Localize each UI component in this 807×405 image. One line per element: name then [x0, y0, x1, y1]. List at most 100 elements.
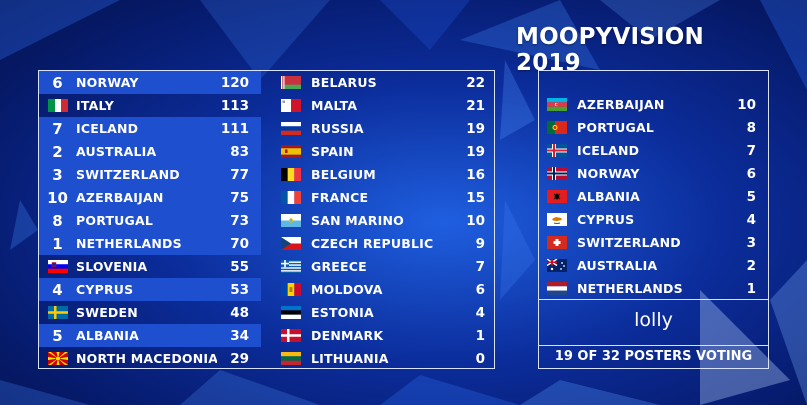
country-name: CZECH REPUBLIC [311, 236, 434, 251]
country-name: SPAIN [311, 144, 354, 159]
vote-points: 2 [746, 257, 756, 274]
scoreboard-row: SAN MARINO 10 [271, 209, 495, 232]
scoreboard-row: CZECH REPUBLIC 9 [271, 232, 495, 255]
country-name: SAN MARINO [311, 213, 404, 228]
scoreboard-row: BELGIUM 16 [271, 163, 495, 186]
vote-points: 5 [746, 188, 756, 205]
country-name: ALBANIA [76, 328, 140, 343]
flag-spain-icon [281, 145, 301, 158]
page-title: MOOPYVISION 2019 [516, 24, 704, 76]
country-score: 9 [475, 235, 485, 252]
vote-row: AZERBAIJAN 10 [539, 93, 768, 116]
rank-flag-cell [39, 306, 76, 319]
scoreboard-row: 10 AZERBAIJAN 75 [39, 186, 261, 209]
rank-number: 1 [52, 234, 63, 253]
country-score: 75 [230, 189, 249, 206]
vote-country: PORTUGAL [577, 120, 655, 135]
scoreboard-row: 1 NETHERLANDS 70 [39, 232, 261, 255]
country-name: MALTA [311, 98, 358, 113]
scoreboard-row: SWEDEN 48 [39, 301, 261, 324]
scoreboard-row: LITHUANIA 0 [271, 347, 495, 370]
votes-panel: AZERBAIJAN 10 PORTUGAL 8 ICELAND 7 NORWAY 6 ALBA… [538, 70, 769, 369]
scoreboard-right-column: BELARUS 22 MALTA 21 RUSSIA 19 SPAIN 19 BELGIUM 16… [271, 71, 495, 370]
country-name: BELGIUM [311, 167, 376, 182]
vote-row: AUSTRALIA 2 [539, 254, 768, 277]
country-score: 10 [466, 212, 485, 229]
vote-country: ICELAND [577, 143, 640, 158]
rank-flag-cell [39, 352, 76, 365]
rank-number: 8 [52, 211, 63, 230]
country-score: 48 [230, 304, 249, 321]
rank-number: 6 [52, 73, 63, 92]
vote-country: AUSTRALIA [577, 258, 658, 273]
rank-flag-cell [39, 99, 76, 112]
country-score: 1 [475, 327, 485, 344]
country-score: 111 [220, 120, 249, 137]
country-name: SWITZERLAND [76, 167, 180, 182]
vote-row: SWITZERLAND 3 [539, 231, 768, 254]
vote-row: ALBANIA 5 [539, 185, 768, 208]
flag-france-icon [281, 191, 301, 204]
country-score: 83 [230, 143, 249, 160]
country-score: 21 [466, 97, 485, 114]
flag-switzerland-icon [547, 236, 567, 249]
scoreboard-row: FRANCE 15 [271, 186, 495, 209]
vote-country: ALBANIA [577, 189, 641, 204]
country-score: 6 [475, 281, 485, 298]
flag-greece-icon [281, 260, 301, 273]
country-name: SLOVENIA [76, 259, 148, 274]
country-name: NORWAY [76, 75, 139, 90]
rank-number: 3 [52, 165, 63, 184]
flag-north-macedonia-icon [47, 352, 68, 365]
flag-russia-icon [281, 122, 301, 135]
scoreboard-row: SLOVENIA 55 [39, 255, 261, 278]
scoreboard-row: BELARUS 22 [271, 71, 495, 94]
vote-country: SWITZERLAND [577, 235, 681, 250]
country-score: 4 [475, 304, 485, 321]
vote-points: 10 [737, 96, 756, 113]
flag-denmark-icon [281, 329, 301, 342]
scoreboard-row: 5 ALBANIA 34 [39, 324, 261, 347]
country-name: GREECE [311, 259, 367, 274]
scoreboard-row: ITALY 113 [39, 94, 261, 117]
flag-azerbaijan-icon [547, 98, 567, 111]
country-name: ITALY [76, 98, 114, 113]
country-name: BELARUS [311, 75, 377, 90]
scoreboard-row: DENMARK 1 [271, 324, 495, 347]
scoreboard-row: 4 CYPRUS 53 [39, 278, 261, 301]
country-name: DENMARK [311, 328, 384, 343]
vote-points: 3 [746, 234, 756, 251]
country-name: CYPRUS [76, 282, 134, 297]
flag-moldova-icon [281, 283, 301, 296]
scoreboard-left-column: 6 NORWAY 120 ITALY 113 7 ICELAND 111 2 AUSTRALIA 8… [39, 71, 261, 370]
country-name: PORTUGAL [76, 213, 154, 228]
vote-points: 1 [746, 280, 756, 297]
country-score: 113 [220, 97, 249, 114]
vote-country: NETHERLANDS [577, 281, 683, 296]
rank-number: 4 [52, 280, 63, 299]
flag-malta-icon [281, 99, 301, 112]
vote-row: NORWAY 6 [539, 162, 768, 185]
country-name: FRANCE [311, 190, 369, 205]
country-name: ESTONIA [311, 305, 374, 320]
country-name: MOLDOVA [311, 282, 383, 297]
country-name: SWEDEN [76, 305, 138, 320]
vote-row: ICELAND 7 [539, 139, 768, 162]
flag-norway-icon [547, 167, 567, 180]
country-name: NETHERLANDS [76, 236, 182, 251]
flag-san-marino-icon [281, 214, 301, 227]
flag-albania-icon [547, 190, 567, 203]
flag-iceland-icon [547, 144, 567, 157]
vote-country: NORWAY [577, 166, 640, 181]
country-name: AUSTRALIA [76, 144, 157, 159]
country-score: 70 [230, 235, 249, 252]
rank-flag-cell [39, 260, 76, 273]
rank-number: 2 [52, 142, 63, 161]
scoreboard-row: 2 AUSTRALIA 83 [39, 140, 261, 163]
divider [539, 299, 768, 300]
country-score: 120 [220, 74, 249, 91]
scoreboard-row: NORTH MACEDONIA 29 [39, 347, 261, 370]
country-score: 53 [230, 281, 249, 298]
scoreboard-row: 6 NORWAY 120 [39, 71, 261, 94]
country-score: 29 [230, 350, 249, 367]
